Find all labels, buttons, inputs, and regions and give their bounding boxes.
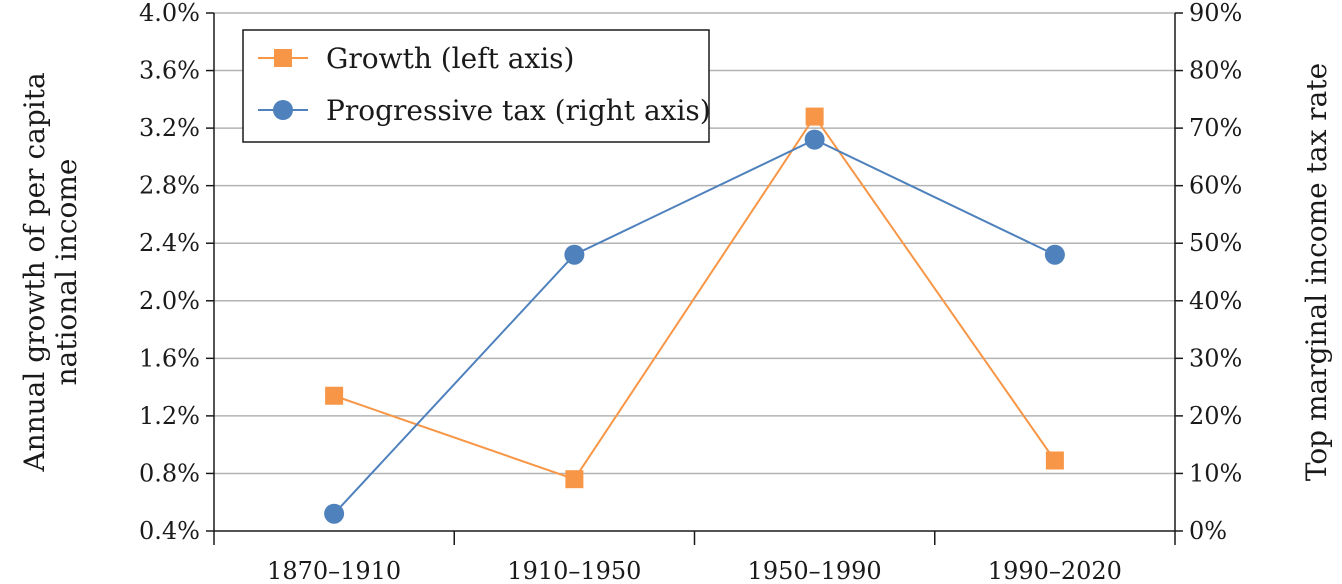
x-tick-label: 1950–1990 (748, 557, 882, 584)
x-tick-label: 1910–1950 (507, 557, 641, 584)
tax-point (804, 129, 825, 150)
right-tick-label: 90% (1189, 0, 1242, 27)
x-tick-label: 1870–1910 (267, 557, 401, 584)
left-axis-title-line: national income (50, 158, 83, 385)
left-tick-label: 4.0% (139, 0, 200, 27)
left-tick-label: 1.6% (139, 344, 200, 372)
right-axis-title: Top marginal income tax rate (1300, 63, 1333, 481)
right-tick-label: 50% (1189, 229, 1242, 257)
left-tick-label: 3.6% (139, 57, 200, 85)
legend-growth-marker (274, 49, 292, 67)
tax-point (1044, 244, 1065, 265)
right-axis-ticks: 0% 10% 20% 30% 40% 50% 60% 70% 80% 90% (1175, 0, 1242, 545)
right-tick-label: 20% (1189, 402, 1242, 430)
x-tick-label: 1990–2020 (988, 557, 1122, 584)
right-tick-label: 40% (1189, 287, 1242, 315)
right-tick-label: 70% (1189, 114, 1242, 142)
right-tick-label: 60% (1189, 172, 1242, 200)
x-axis-ticks: 1870–1910 1910–1950 1950–1990 1990–2020 (213, 531, 1176, 584)
left-axis-title: Annual growth of per capitanational inco… (18, 72, 83, 472)
legend-tax-marker (273, 100, 293, 120)
left-tick-label: 2.0% (139, 287, 200, 315)
growth-point (325, 386, 344, 405)
right-tick-label: 30% (1189, 344, 1242, 372)
left-axis-ticks: 0.4% 0.8% 1.2% 1.6% 2.0% 2.4% 2.8% 3.2% 3.6% 4.0% (139, 0, 214, 545)
tax-point (564, 244, 585, 265)
left-tick-label: 3.2% (139, 114, 200, 142)
tax-line (333, 138, 1056, 515)
left-tick-label: 0.4% (139, 517, 200, 545)
left-tick-label: 1.2% (139, 402, 200, 430)
left-tick-label: 2.4% (139, 229, 200, 257)
growth-point (565, 470, 584, 489)
legend-box (242, 29, 710, 143)
growth-point (1045, 451, 1064, 470)
left-tick-label: 0.8% (139, 459, 200, 487)
left-tick-label: 2.8% (139, 172, 200, 200)
legend-growth-label: Growth (left axis) (326, 42, 574, 75)
growth-point (805, 107, 824, 126)
tax-point (324, 503, 345, 524)
legend: Growth (left axis) Progressive tax (righ… (242, 29, 711, 143)
left-axis-title-line: Annual growth of per capita (18, 72, 51, 472)
legend-tax-label: Progressive tax (right axis) (326, 94, 711, 127)
right-tick-label: 10% (1189, 459, 1242, 487)
right-tick-label: 0% (1189, 517, 1227, 545)
right-tick-label: 80% (1189, 57, 1242, 85)
series-group (324, 107, 1065, 524)
growth-line (333, 114, 1056, 481)
